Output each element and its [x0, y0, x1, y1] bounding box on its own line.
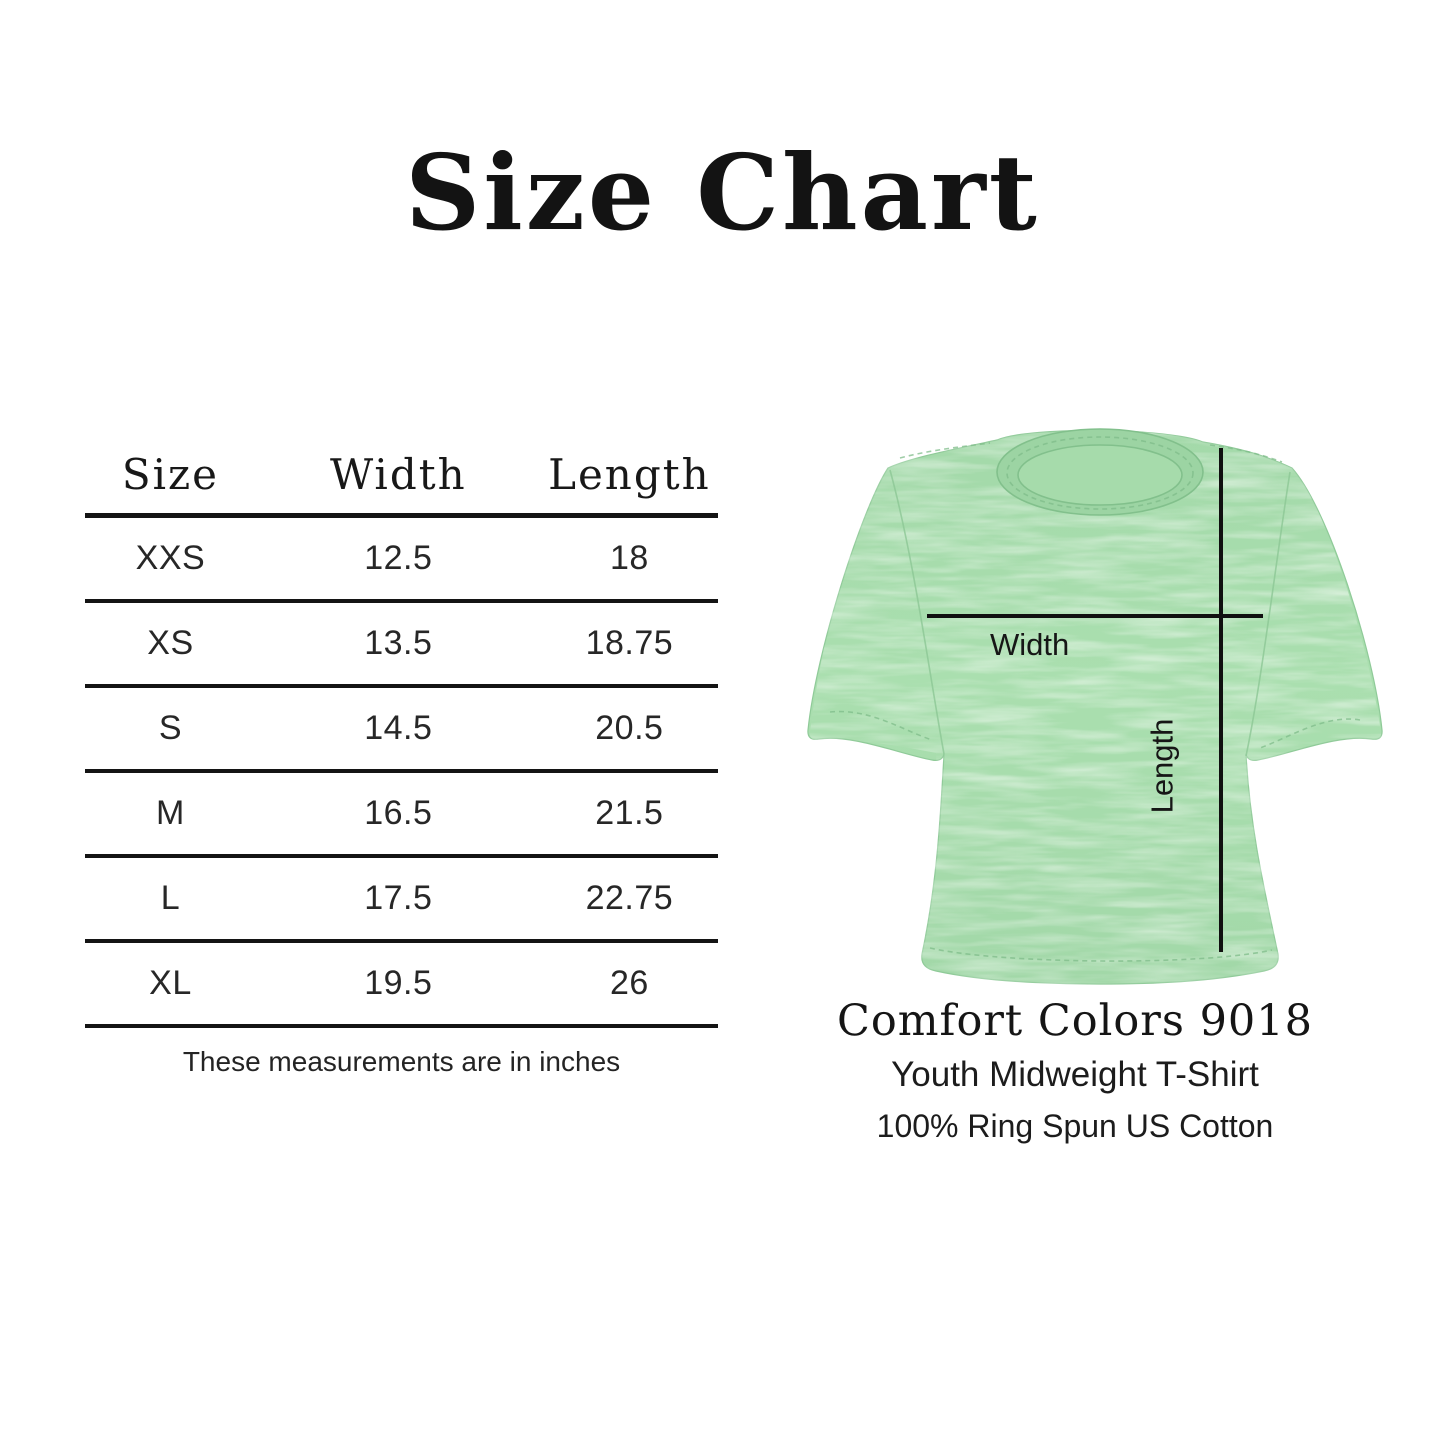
table-row: XS 13.5 18.75 [85, 603, 718, 688]
table-row: XXS 12.5 18 [85, 518, 718, 603]
product-material: 100% Ring Spun US Cotton [876, 1108, 1274, 1144]
length-value: 20.5 [595, 709, 664, 747]
length-value: 18.75 [585, 624, 674, 662]
column-header-width: Width [329, 450, 467, 499]
size-value: S [158, 709, 183, 747]
size-value: XXS [135, 539, 206, 577]
width-value: 16.5 [364, 794, 433, 832]
table-row: XL 19.5 26 [85, 943, 718, 1028]
length-value: 18 [609, 539, 649, 577]
width-value: 14.5 [364, 709, 433, 747]
measurements-footnote: These measurements are in inches [182, 1046, 621, 1077]
product-name: Comfort Colors 9018 [836, 996, 1314, 1046]
width-line-label: Width [990, 627, 1069, 662]
size-value: M [156, 794, 185, 832]
product-caption: Comfort Colors 9018 Youth Midweight T-Sh… [775, 996, 1375, 1145]
product-style: Youth Midweight T-Shirt [891, 1055, 1259, 1094]
tshirt-body [807, 428, 1383, 986]
column-header-length: Length [548, 450, 711, 499]
width-value: 13.5 [364, 624, 433, 662]
length-value: 26 [609, 964, 649, 1002]
size-value: XL [149, 964, 192, 1002]
length-value: 21.5 [595, 794, 664, 832]
page-title: Size Chart [405, 131, 1040, 254]
tshirt-illustration: Width Length [807, 428, 1383, 986]
size-value: L [160, 879, 181, 917]
length-line-label: Length [1145, 719, 1180, 814]
table-row: L 17.5 22.75 [85, 858, 718, 943]
table-row: S 14.5 20.5 [85, 688, 718, 773]
size-table: Size Width Length XXS 12.5 18 XS 13.5 18… [85, 436, 718, 1078]
collar [996, 428, 1204, 516]
width-value: 12.5 [364, 539, 433, 577]
table-row: M 16.5 21.5 [85, 773, 718, 858]
length-value: 22.75 [585, 879, 674, 917]
size-table-header-row: Size Width Length [85, 436, 718, 518]
width-value: 17.5 [364, 879, 433, 917]
size-value: XS [147, 624, 194, 662]
column-header-size: Size [121, 450, 220, 499]
width-value: 19.5 [364, 964, 433, 1002]
